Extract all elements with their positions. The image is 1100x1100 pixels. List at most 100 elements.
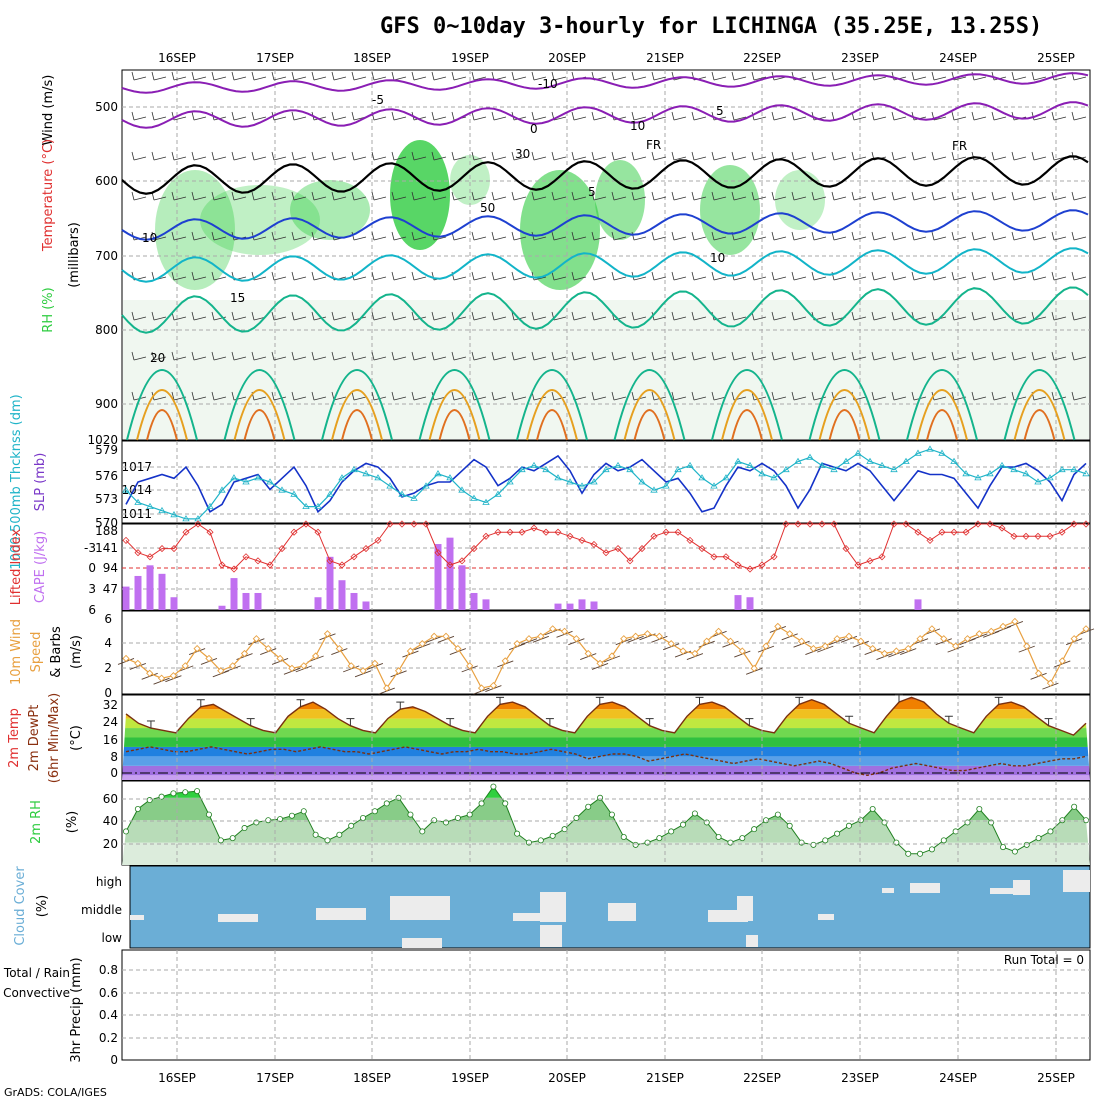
thickness-marker: [506, 478, 514, 485]
wind-barb: [191, 111, 207, 121]
temp-band: [122, 756, 1090, 766]
wind-barb: [691, 231, 707, 241]
rh-marker: [917, 850, 924, 857]
cloud-patch: [990, 888, 1030, 894]
wind-barb: [1031, 191, 1047, 201]
wind-barb: [971, 391, 987, 401]
wind-barb: [1051, 231, 1067, 241]
rh-area: [700, 165, 760, 255]
rh-marker: [857, 817, 864, 824]
temp-band: [122, 746, 1090, 757]
wind-barb: [431, 351, 447, 361]
wind-barb: [731, 71, 747, 81]
rh-marker: [336, 831, 343, 838]
cape-bar: [578, 599, 586, 610]
li-marker: [914, 528, 922, 536]
wind-barb: [251, 191, 267, 201]
wind-barb: [611, 271, 627, 281]
rh-marker: [454, 814, 461, 821]
wind-barb: [811, 191, 827, 201]
contour-label: FR: [646, 138, 661, 152]
wind-barb: [591, 391, 607, 401]
wind-speed-marker: [975, 630, 983, 638]
temp-tick-label: 0: [110, 766, 118, 780]
temp-band: [122, 728, 1090, 738]
wind-barb: [951, 231, 967, 241]
wind-barb: [811, 231, 827, 241]
rh-marker: [632, 841, 639, 848]
li-marker: [746, 565, 754, 573]
cloud-patch: [540, 892, 566, 922]
wind-barb: [731, 111, 747, 121]
wind-barb: [711, 391, 727, 401]
rh-axis-label-2: (%): [65, 811, 80, 834]
rh-marker: [182, 789, 189, 796]
wind-barb: [611, 71, 627, 81]
li-marker: [578, 536, 586, 544]
footer-credit: GrADS: COLA/IGES: [4, 1086, 107, 1099]
thickness-marker: [866, 457, 874, 464]
wind-barb: [211, 151, 227, 161]
rh-area: [595, 160, 645, 240]
temp-contour-20: [223, 369, 296, 441]
thickness-marker: [302, 502, 310, 509]
wind-barb: [1011, 71, 1027, 81]
wind-barb: [391, 111, 407, 121]
wind-barb: [651, 191, 667, 201]
wind-speed-marker: [549, 625, 557, 633]
precip-frame: [121, 949, 1091, 1061]
wind-barb: [591, 271, 607, 281]
contour-label: 20: [150, 351, 165, 365]
wind-speed-marker: [359, 667, 367, 675]
wind-speed-marker: [857, 637, 865, 645]
wind-speed-marker: [584, 649, 592, 658]
thickness-marker: [890, 465, 898, 473]
chart-title: GFS 0~10day 3-hourly for LICHINGA (35.25…: [380, 14, 1042, 39]
wind-speed-marker: [1058, 657, 1066, 665]
li-marker: [1010, 532, 1018, 540]
li-marker: [482, 532, 490, 540]
rh-marker: [691, 810, 698, 817]
li-marker: [374, 536, 382, 544]
li-marker: [494, 528, 502, 536]
precip-tick-label: 0.2: [99, 1031, 118, 1045]
wind-barb: [771, 271, 787, 281]
wind-speed-marker: [880, 649, 889, 658]
thickness-marker: [746, 461, 754, 468]
wind-barb: [1011, 151, 1027, 161]
wind-speed-marker: [928, 625, 936, 633]
wind10m-panel: 6 4 2 0 10m Wind Speed & Barbs (m/s): [9, 610, 1095, 700]
wind-barb: [711, 151, 727, 161]
thickness-marker: [170, 511, 178, 518]
wind-barb: [691, 111, 707, 121]
wind-barb: [531, 311, 547, 321]
thickness-marker: [410, 494, 418, 501]
temp-contour-30: [243, 409, 276, 441]
li-marker: [554, 528, 562, 536]
rh-marker: [360, 814, 367, 821]
wind-barb: [851, 151, 867, 161]
wind-barb: [951, 311, 967, 321]
wind-barb: [951, 151, 967, 161]
wind-barb: [491, 111, 507, 121]
li-marker: [146, 553, 154, 561]
wind-barb: [771, 191, 787, 201]
thickness-marker: [782, 465, 790, 473]
wind-barb: [631, 111, 647, 121]
rh-marker: [134, 806, 141, 813]
li-line: [125, 523, 1086, 570]
cloud-patch: [316, 908, 366, 920]
wind-barb: [351, 231, 367, 241]
wind-barb: [151, 311, 167, 321]
li-marker: [566, 532, 574, 540]
wind-barb: [611, 391, 627, 401]
wind-barb: [431, 191, 447, 201]
temp-contour--10: [121, 72, 1089, 94]
cape-tick-label: 94: [103, 561, 118, 575]
thickness-marker: [686, 461, 694, 468]
li-marker: [398, 520, 406, 528]
wind-axis-label: Wind (m/s): [41, 75, 56, 146]
wind-speed-marker: [217, 667, 225, 675]
wind-barb: [171, 71, 187, 81]
pressure-axis-label: (millibars): [67, 222, 82, 288]
